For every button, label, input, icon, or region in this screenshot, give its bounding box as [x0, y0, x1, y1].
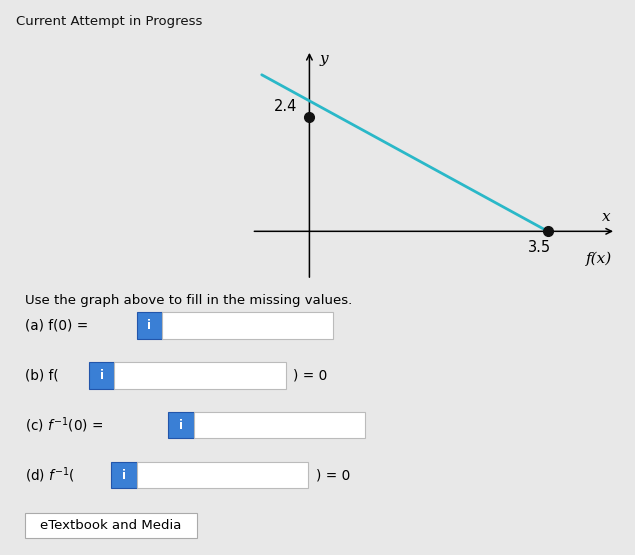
Text: eTextbook and Media: eTextbook and Media: [41, 519, 182, 532]
Text: (d) $f^{-1}$(: (d) $f^{-1}$(: [25, 466, 76, 485]
FancyBboxPatch shape: [168, 412, 194, 438]
Text: f(x): f(x): [586, 251, 613, 266]
Text: Use the graph above to fill in the missing values.: Use the graph above to fill in the missi…: [25, 294, 352, 307]
Text: y: y: [319, 52, 328, 67]
Text: i: i: [147, 319, 151, 332]
FancyBboxPatch shape: [25, 513, 197, 538]
Text: x: x: [602, 210, 610, 224]
Text: ) = 0: ) = 0: [316, 468, 350, 482]
Text: i: i: [122, 469, 126, 482]
FancyBboxPatch shape: [137, 312, 162, 339]
FancyBboxPatch shape: [89, 362, 114, 388]
Text: ) = 0: ) = 0: [293, 369, 328, 382]
FancyBboxPatch shape: [137, 462, 308, 488]
FancyBboxPatch shape: [114, 362, 286, 388]
FancyBboxPatch shape: [111, 462, 137, 488]
Text: 2.4: 2.4: [274, 99, 297, 114]
Text: i: i: [179, 419, 183, 432]
FancyBboxPatch shape: [194, 412, 365, 438]
Text: i: i: [100, 369, 104, 382]
Text: (a) f(0) =: (a) f(0) =: [25, 319, 93, 332]
Text: Current Attempt in Progress: Current Attempt in Progress: [16, 15, 203, 28]
Text: (c) $f^{-1}$(0) =: (c) $f^{-1}$(0) =: [25, 416, 105, 435]
Text: (b) f(: (b) f(: [25, 369, 59, 382]
Text: 3.5: 3.5: [528, 240, 551, 255]
FancyBboxPatch shape: [162, 312, 333, 339]
